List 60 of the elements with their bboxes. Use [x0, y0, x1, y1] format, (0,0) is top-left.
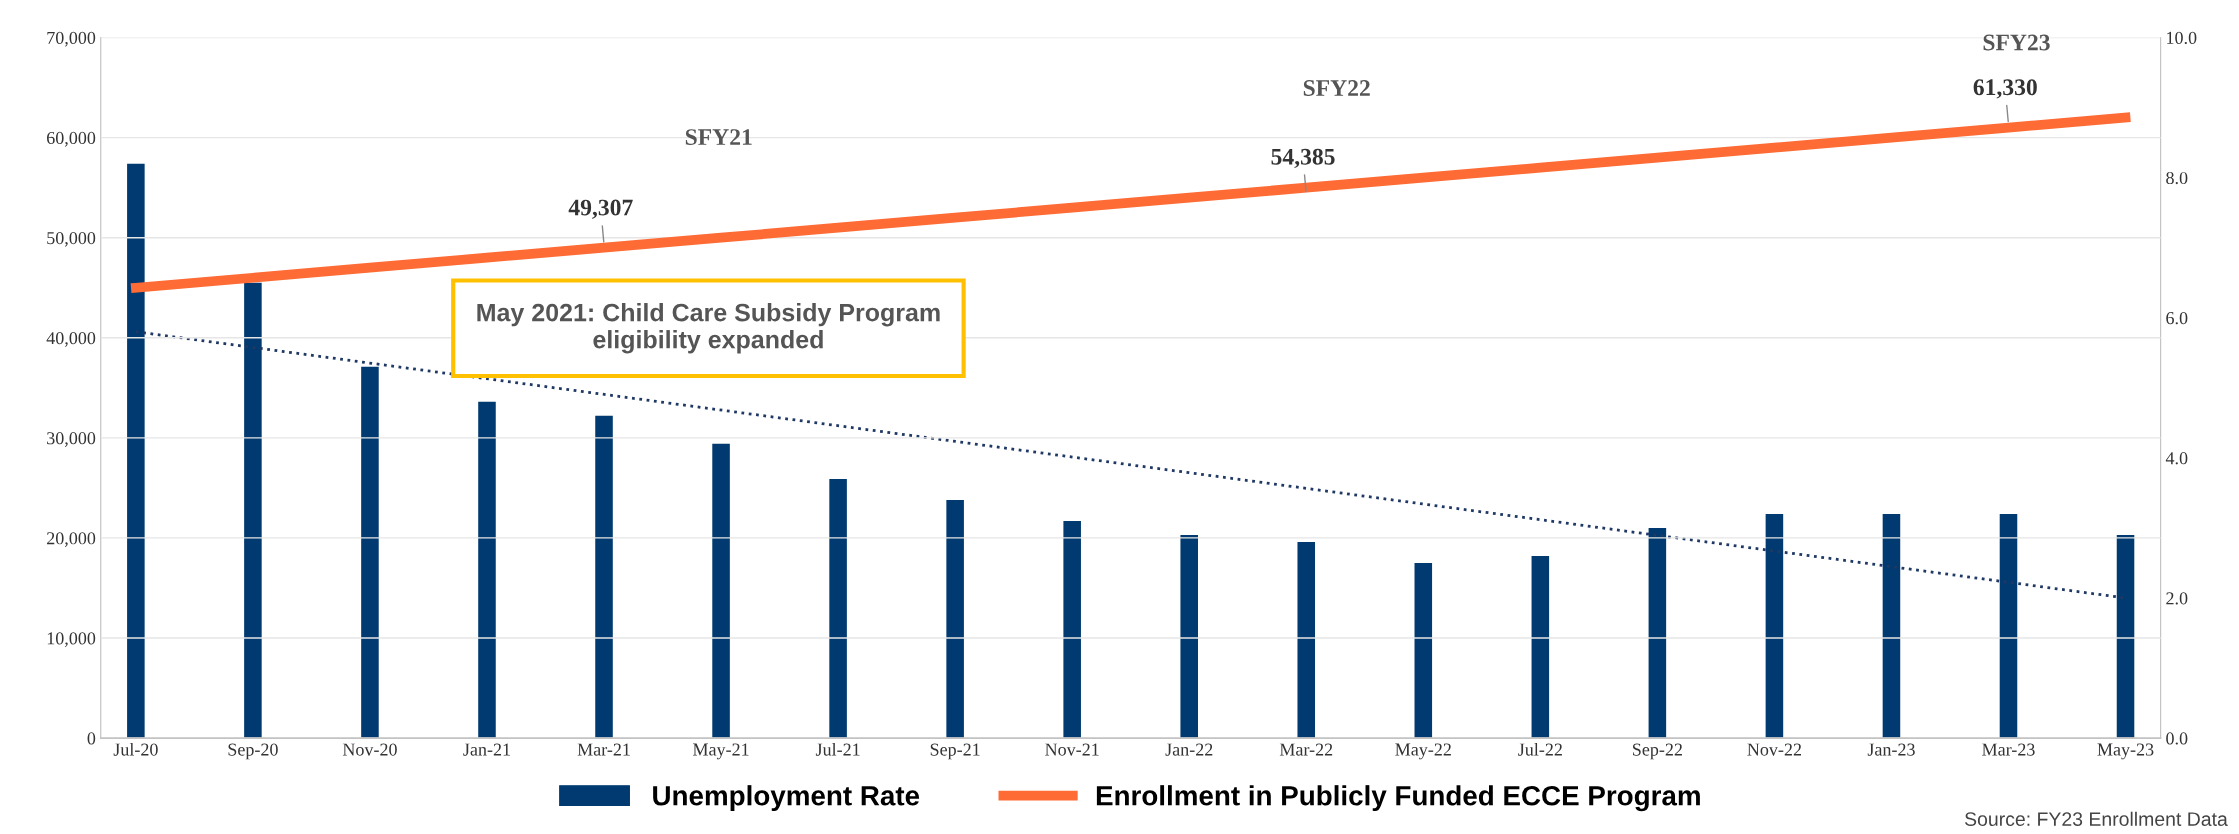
y-tick-label: 30,000: [47, 432, 96, 447]
bar: [1297, 541, 1316, 739]
annotation: SFY22: [1303, 80, 1370, 96]
x-tick-label: Jul-21: [815, 742, 860, 756]
y2-tick-label: 2.0: [2166, 592, 2188, 605]
y-tick-label: 0: [87, 732, 96, 745]
x-tick-label: Mar-21: [577, 743, 630, 756]
bar: [1063, 520, 1081, 739]
bar: [1999, 513, 2018, 739]
bar: [1531, 555, 1550, 739]
bar: [478, 401, 496, 739]
annotation: SFY21: [685, 129, 752, 146]
bar: [244, 282, 262, 739]
bar: [1180, 534, 1198, 739]
annotation: 54,385: [1271, 148, 1335, 169]
x-tick-label: Jan-21: [463, 743, 510, 756]
x-tick-label: Nov-21: [1045, 743, 1099, 756]
y-tick-label: 70,000: [47, 31, 96, 47]
x-tick-label: Sep-21: [930, 743, 980, 760]
x-tick-label: Jul-22: [1518, 742, 1562, 756]
bar: [1648, 527, 1667, 739]
x-tick-label: Mar-23: [1982, 743, 2035, 756]
bar: [712, 443, 730, 739]
y2-tick-label: 8.0: [2166, 171, 2188, 185]
legend-label: Unemployment Rate: [653, 785, 920, 812]
annotation: May 2021: Child Care Subsidy Program eligibility expanded: [477, 303, 940, 354]
x-tick-label: Nov-22: [1747, 743, 1801, 756]
y2-tick-label: 4.0: [2165, 452, 2188, 465]
bar: [361, 366, 379, 739]
x-tick-label: Jan-22: [1165, 743, 1213, 756]
y-tick-label: 10,000: [47, 632, 96, 648]
annotation: SFY23: [1983, 34, 2050, 51]
bar: [127, 163, 145, 739]
y-tick-label: 40,000: [46, 332, 96, 347]
bar: [1414, 562, 1433, 739]
x-tick-label: Nov-20: [342, 743, 397, 756]
y2-tick-label: 0.0: [2166, 732, 2188, 745]
bar: [946, 499, 964, 739]
x-tick-label: May-22: [1395, 743, 1451, 760]
bar: [829, 478, 847, 739]
x-tick-label: Jan-23: [1867, 743, 1915, 756]
x-tick-label: Sep-22: [1633, 743, 1682, 760]
x-tick-label: May-23: [2097, 743, 2154, 760]
bar: [595, 415, 613, 739]
y2-tick-label: 6.0: [2166, 312, 2188, 325]
annotation: 61,330: [1973, 79, 2037, 99]
y-tick-label: 60,000: [47, 131, 96, 147]
source-note: Source: FY23 Enrollment Data: [1965, 811, 2228, 826]
y-tick-label: 50,000: [47, 231, 96, 247]
x-tick-label: Jul-20: [113, 742, 158, 756]
y-tick-label: 20,000: [47, 532, 96, 547]
bar: [2116, 534, 2135, 739]
bar: [1765, 513, 1784, 739]
x-tick-label: May-21: [693, 743, 749, 760]
x-tick-label: Sep-20: [228, 743, 278, 760]
legend-label: Enrollment in Publicly Funded ECCE Program: [1096, 785, 1700, 812]
x-tick-label: Mar-22: [1279, 743, 1333, 756]
y2-tick-label: 10.0: [2167, 31, 2197, 45]
annotation: 49,307: [568, 199, 633, 219]
bar: [1882, 513, 1901, 739]
